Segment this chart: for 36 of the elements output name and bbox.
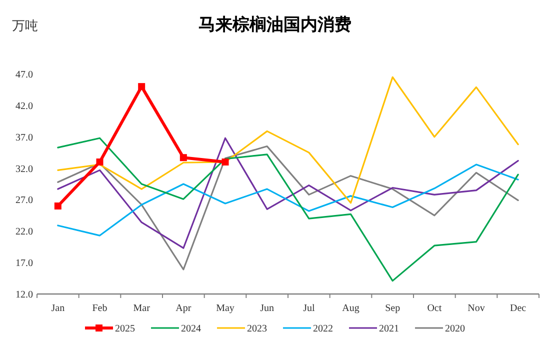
x-tick-label: May [216, 303, 234, 314]
y-tick-label: 47.0 [16, 70, 33, 80]
point [138, 83, 146, 90]
x-tick-label: Jan [51, 303, 65, 314]
y-tick-label: 22.0 [16, 226, 33, 238]
chart-title: 马来棕榈油国内消费 [198, 15, 352, 34]
x-tick-label: Jul [303, 303, 315, 314]
point [54, 202, 62, 210]
x-tick-label: Jun [260, 303, 274, 314]
y-tick-label: 37.0 [16, 132, 33, 144]
x-tick-label: Oct [427, 303, 442, 314]
x-tick-label: Nov [468, 303, 485, 314]
point [96, 158, 104, 166]
legend-label: 2024 [181, 324, 201, 334]
x-tick-label: Mar [133, 303, 151, 314]
x-tick-label: Aug [342, 303, 360, 314]
legend-label: 2021 [379, 324, 399, 334]
point [222, 158, 229, 166]
legend-label: 2025 [115, 324, 135, 334]
line-series [57, 76, 519, 204]
legend-label: 2022 [313, 324, 333, 334]
line-series [57, 164, 519, 236]
y-tick-label: 42.0 [16, 100, 33, 112]
legend-label: 2023 [247, 324, 267, 334]
point [180, 154, 187, 162]
x-tick-label: Apr [176, 303, 192, 314]
y-tick-label: 12.0 [16, 290, 33, 300]
x-tick-label: Sep [385, 303, 400, 314]
y-axis-title: 万吨 [12, 18, 38, 33]
y-tick-label: 17.0 [16, 258, 33, 270]
line-series [57, 137, 519, 249]
y-tick-label: 32.0 [16, 164, 33, 175]
x-tick-label: Dec [510, 303, 527, 314]
legend-label: 2020 [445, 324, 465, 334]
y-tick-label: 27.0 [16, 195, 33, 206]
x-tick-label: Feb [92, 303, 108, 314]
